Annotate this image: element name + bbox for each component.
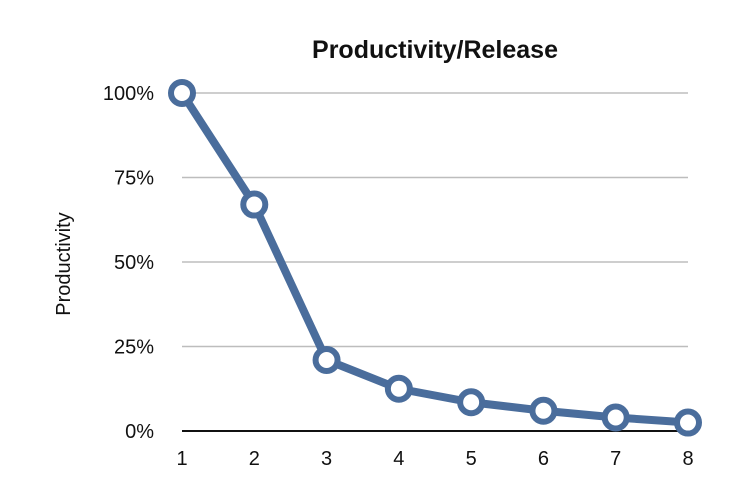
series-line — [178, 89, 692, 427]
data-point — [168, 79, 196, 107]
data-point — [601, 403, 630, 432]
y-tick-label: 100% — [103, 83, 154, 105]
data-point — [674, 408, 702, 437]
data-point — [529, 396, 558, 425]
series — [168, 79, 702, 437]
x-tick-label: 4 — [393, 448, 404, 470]
x-tick-label: 7 — [610, 448, 621, 470]
x-tick-label: 1 — [176, 448, 187, 470]
x-tick-label: 2 — [249, 448, 260, 470]
x-tick-label: 6 — [538, 448, 549, 470]
y-tick-label: 0% — [125, 421, 154, 443]
y-tick-label: 50% — [114, 252, 154, 274]
x-tick-labels: 1 2 3 4 5 6 7 8 — [176, 448, 693, 470]
gridlines — [182, 92, 688, 348]
y-tick-label: 75% — [114, 168, 154, 190]
x-tick-label: 3 — [321, 448, 332, 470]
chart-title: Productivity/Release — [312, 36, 558, 64]
y-axis-label: Productivity — [53, 212, 75, 315]
y-tick-labels: 0% 25% 50% 75% 100% — [103, 83, 154, 443]
x-tick-label: 5 — [466, 448, 477, 470]
data-point — [240, 190, 269, 219]
y-tick-label: 25% — [114, 337, 154, 359]
data-point — [312, 346, 341, 375]
data-point — [384, 374, 413, 403]
data-point — [457, 388, 486, 417]
x-tick-label: 8 — [682, 448, 693, 470]
